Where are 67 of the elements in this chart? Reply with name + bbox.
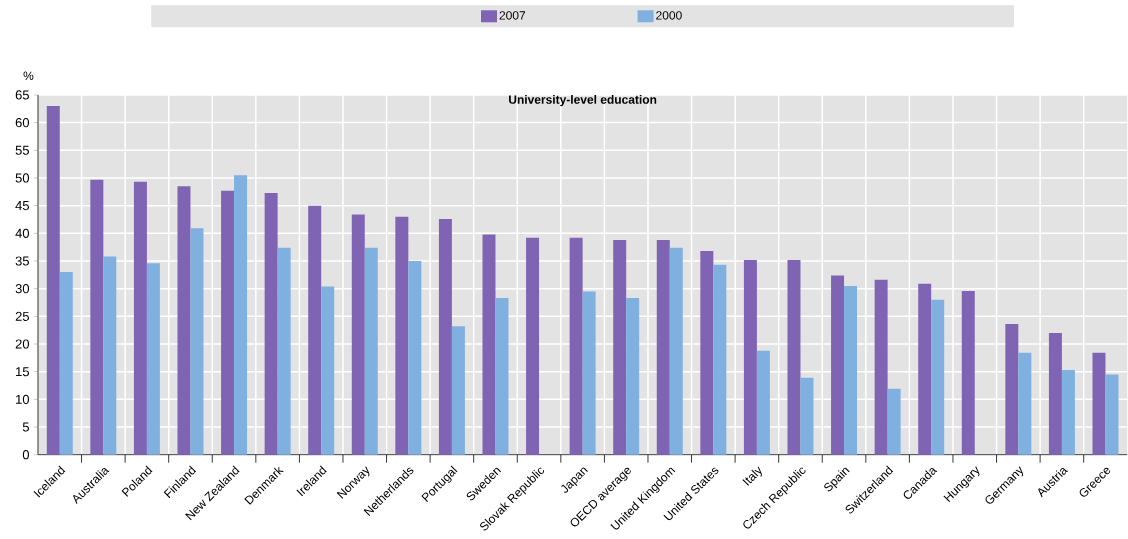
- y-tick-label: 35: [15, 256, 29, 266]
- y-tick-label: 55: [15, 145, 29, 155]
- y-tick-label: 65: [15, 90, 29, 100]
- bar: [1061, 369, 1075, 455]
- legend-label: 2007: [499, 11, 526, 20]
- bar: [308, 205, 322, 455]
- bar: [264, 192, 278, 455]
- bar: [526, 237, 540, 455]
- bar: [613, 239, 627, 455]
- y-tick-label: 10: [16, 394, 30, 404]
- bar: [800, 377, 814, 455]
- y-tick-label: 50: [15, 173, 30, 183]
- bar: [569, 237, 583, 455]
- bar: [713, 264, 727, 455]
- bar: [277, 247, 291, 455]
- bar: [103, 256, 117, 455]
- chart-title: University-level education: [509, 94, 657, 107]
- bar: [234, 175, 248, 455]
- bar: [961, 290, 975, 455]
- y-tick-label: 5: [22, 422, 29, 432]
- bar: [495, 297, 509, 455]
- bar: [451, 326, 465, 455]
- bar: [931, 299, 945, 455]
- y-tick-label: 20: [15, 339, 30, 349]
- y-tick-label: 40: [15, 228, 30, 238]
- y-tick-label: 30: [15, 283, 30, 294]
- bar: [351, 214, 365, 455]
- bar: [221, 190, 235, 455]
- y-tick-label: 25: [15, 311, 29, 321]
- y-tick-label: 0: [22, 449, 30, 460]
- bar: [1048, 332, 1062, 455]
- bar: [1092, 352, 1106, 455]
- bar: [582, 291, 596, 455]
- bar: [46, 105, 60, 455]
- bar: [190, 228, 204, 455]
- y-tick-label: 15: [16, 367, 29, 377]
- bar: [918, 283, 932, 455]
- bar: [438, 218, 452, 455]
- bar: [656, 239, 670, 455]
- bar: [1105, 374, 1119, 455]
- y-tick-label: 45: [15, 200, 29, 211]
- bar: [482, 234, 496, 455]
- bar: [756, 350, 770, 455]
- bar: [177, 186, 191, 455]
- bar: [90, 179, 104, 455]
- bar: [1018, 352, 1032, 455]
- bar: [59, 271, 73, 455]
- bar: [133, 181, 147, 455]
- bar: [844, 285, 858, 455]
- bar: [787, 259, 801, 455]
- bar: [626, 297, 640, 455]
- bar: [743, 259, 757, 455]
- y-tick-label: 60: [15, 117, 30, 128]
- y-axis-title: %: [23, 71, 34, 80]
- bar: [874, 279, 888, 455]
- bar: [669, 247, 683, 455]
- bar: [408, 260, 422, 455]
- legend-label: 2000: [656, 11, 682, 20]
- bar: [321, 286, 335, 455]
- bar: [364, 247, 378, 455]
- x-tick-label: Italy: [742, 466, 762, 486]
- bar: [395, 216, 409, 455]
- bar: [700, 250, 714, 455]
- bar: [887, 388, 901, 455]
- bar: [146, 263, 160, 455]
- bar: [831, 275, 845, 455]
- bar: [1005, 323, 1019, 455]
